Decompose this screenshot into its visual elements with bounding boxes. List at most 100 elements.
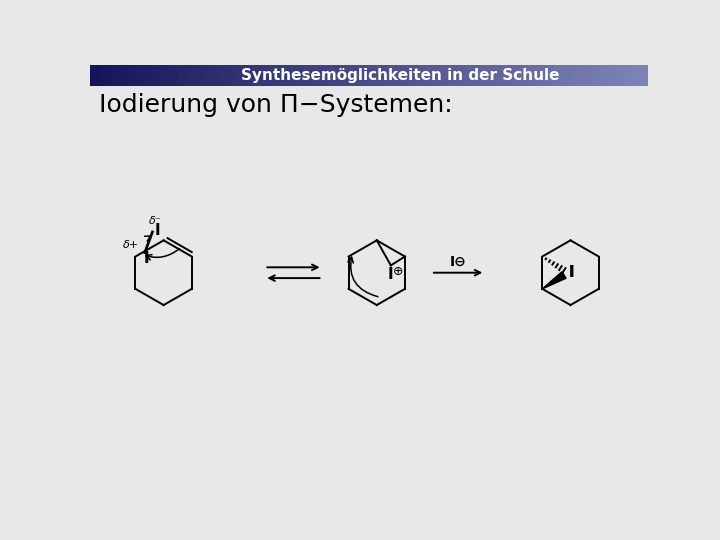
Bar	[196, 65, 202, 86]
Bar	[464, 65, 470, 86]
Bar	[240, 65, 247, 86]
Bar	[620, 65, 626, 86]
Bar	[481, 65, 487, 86]
Bar	[626, 65, 632, 86]
Bar	[508, 65, 515, 86]
Bar	[531, 65, 537, 86]
Bar	[145, 65, 152, 86]
Text: Iodierung von Π−Systemen:: Iodierung von Π−Systemen:	[99, 93, 453, 117]
Bar	[207, 65, 214, 86]
Bar	[581, 65, 588, 86]
Bar	[526, 65, 531, 86]
Bar	[168, 65, 174, 86]
Bar	[347, 65, 353, 86]
Bar	[642, 65, 649, 86]
Bar	[324, 65, 330, 86]
Bar	[202, 65, 208, 86]
Bar	[364, 65, 370, 86]
Bar	[319, 65, 325, 86]
Text: ⊕: ⊕	[393, 265, 404, 278]
Bar	[402, 65, 409, 86]
Bar	[459, 65, 464, 86]
Bar	[514, 65, 521, 86]
Bar	[252, 65, 258, 86]
Bar	[190, 65, 197, 86]
Bar	[553, 65, 559, 86]
Bar	[269, 65, 275, 86]
Bar	[179, 65, 186, 86]
Text: I: I	[388, 267, 394, 282]
Bar	[90, 65, 96, 86]
Bar	[575, 65, 582, 86]
Bar	[313, 65, 320, 86]
Bar	[307, 65, 314, 86]
Bar	[297, 65, 303, 86]
Bar	[336, 65, 342, 86]
Bar	[408, 65, 415, 86]
Bar	[163, 65, 169, 86]
Bar	[547, 65, 554, 86]
Bar	[536, 65, 543, 86]
Bar	[587, 65, 593, 86]
Bar	[453, 65, 459, 86]
Bar	[386, 65, 392, 86]
Bar	[280, 65, 286, 86]
Bar	[213, 65, 219, 86]
Bar	[436, 65, 442, 86]
Bar	[302, 65, 308, 86]
Bar	[90, 65, 102, 86]
Bar	[330, 65, 336, 86]
Bar	[230, 65, 236, 86]
Text: I: I	[143, 251, 149, 266]
Bar	[263, 65, 269, 86]
Bar	[124, 65, 130, 86]
Bar	[185, 65, 192, 86]
Bar	[235, 65, 241, 86]
Text: δ⁻: δ⁻	[149, 216, 162, 226]
Bar	[174, 65, 180, 86]
Bar	[352, 65, 359, 86]
Text: I: I	[569, 265, 575, 280]
Bar	[118, 65, 125, 86]
Bar	[631, 65, 638, 86]
Bar	[369, 65, 375, 86]
Bar	[486, 65, 492, 86]
Bar	[246, 65, 253, 86]
Bar	[520, 65, 526, 86]
Bar	[447, 65, 454, 86]
Bar	[274, 65, 281, 86]
Bar	[135, 65, 141, 86]
Bar	[441, 65, 448, 86]
Text: I: I	[569, 265, 575, 280]
Bar	[96, 65, 102, 86]
Bar	[101, 65, 107, 86]
Bar	[107, 65, 113, 86]
Text: Synthesemöglichkeiten in der Schule: Synthesemöglichkeiten in der Schule	[240, 68, 559, 83]
Bar	[218, 65, 225, 86]
Bar	[475, 65, 482, 86]
Bar	[392, 65, 397, 86]
Bar	[425, 65, 431, 86]
Bar	[258, 65, 264, 86]
Bar	[542, 65, 549, 86]
Bar	[129, 65, 135, 86]
Bar	[564, 65, 571, 86]
Text: I: I	[155, 223, 161, 238]
Bar	[603, 65, 610, 86]
Bar	[570, 65, 576, 86]
Bar	[224, 65, 230, 86]
Bar	[559, 65, 565, 86]
Bar	[615, 65, 621, 86]
Bar	[112, 65, 119, 86]
Bar	[285, 65, 292, 86]
Bar	[598, 65, 604, 86]
Bar	[503, 65, 509, 86]
Bar	[609, 65, 616, 86]
Bar	[419, 65, 426, 86]
Bar	[151, 65, 158, 86]
Text: δ+: δ+	[122, 240, 139, 250]
Bar	[469, 65, 476, 86]
Bar	[397, 65, 403, 86]
Bar	[637, 65, 643, 86]
Bar	[414, 65, 420, 86]
